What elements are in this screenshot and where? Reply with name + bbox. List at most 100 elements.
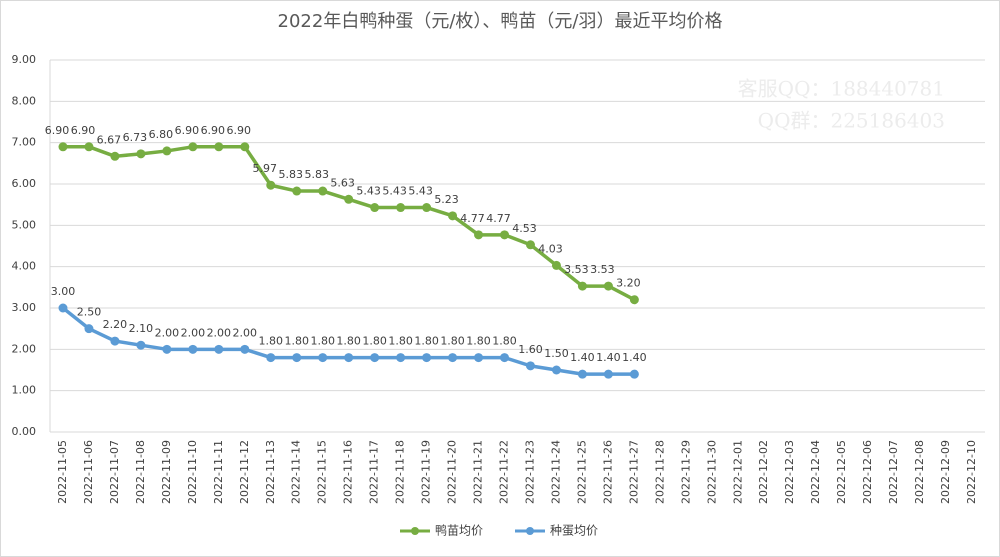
- data-label: 5.23: [434, 193, 459, 206]
- x-tick-label: 2022-11-24: [549, 440, 562, 504]
- data-label: 1.40: [570, 351, 595, 364]
- point: [188, 142, 198, 152]
- data-label: 6.90: [45, 124, 70, 137]
- point: [110, 336, 120, 346]
- point: [474, 230, 484, 240]
- point: [448, 211, 458, 221]
- x-tick-label: 2022-11-13: [264, 440, 277, 504]
- data-label: 1.80: [414, 335, 439, 348]
- y-tick-label: 4.00: [12, 260, 37, 273]
- data-label: 6.90: [175, 124, 200, 137]
- point: [396, 353, 406, 363]
- data-label: 4.77: [460, 212, 485, 225]
- x-tick-label: 2022-12-05: [835, 440, 848, 504]
- x-tick-label: 2022-11-14: [290, 440, 303, 504]
- point: [500, 230, 510, 240]
- x-tick-label: 2022-11-25: [575, 440, 588, 504]
- x-tick-label: 2022-11-17: [368, 440, 381, 504]
- y-tick-label: 2.00: [12, 342, 37, 355]
- x-tick-label: 2022-11-06: [82, 440, 95, 504]
- point: [214, 344, 224, 354]
- watermark: QQ群：225186403: [758, 109, 945, 133]
- y-tick-label: 8.00: [12, 94, 37, 107]
- x-tick-label: 2022-12-09: [939, 440, 952, 504]
- data-label: 1.80: [336, 335, 361, 348]
- data-label: 3.00: [51, 285, 76, 298]
- data-label: 5.43: [408, 185, 433, 198]
- point: [110, 151, 120, 161]
- data-label: 5.63: [330, 176, 355, 189]
- data-label: 2.20: [103, 318, 128, 331]
- data-label: 5.83: [278, 168, 303, 181]
- point: [162, 344, 172, 354]
- y-tick-label: 3.00: [12, 301, 37, 314]
- x-tick-label: 2022-11-18: [394, 440, 407, 504]
- data-label: 2.10: [129, 322, 154, 335]
- data-label: 2.00: [207, 326, 232, 339]
- point: [448, 353, 458, 363]
- point: [500, 353, 510, 363]
- data-label: 6.90: [201, 124, 226, 137]
- x-tick-label: 2022-12-10: [965, 440, 978, 504]
- point: [422, 353, 432, 363]
- data-label: 1.80: [259, 335, 284, 348]
- point: [266, 353, 276, 363]
- point: [629, 369, 639, 379]
- point: [84, 142, 94, 152]
- data-label: 6.80: [149, 128, 174, 141]
- y-tick-label: 1.00: [12, 384, 37, 397]
- x-tick-label: 2022-11-11: [212, 440, 225, 504]
- x-tick-label: 2022-12-01: [731, 440, 744, 504]
- point: [58, 142, 68, 152]
- point: [370, 353, 380, 363]
- data-label: 1.80: [362, 335, 387, 348]
- data-label: 5.97: [253, 162, 278, 175]
- data-label: 4.77: [486, 212, 511, 225]
- point: [577, 281, 587, 291]
- x-tick-label: 2022-11-21: [472, 440, 485, 504]
- point: [370, 203, 380, 213]
- legend-marker: [526, 527, 534, 535]
- point: [136, 149, 146, 159]
- data-label: 1.80: [466, 335, 491, 348]
- data-label: 3.53: [564, 263, 589, 276]
- data-label: 1.50: [544, 347, 569, 360]
- point: [525, 240, 535, 250]
- data-label: 2.00: [155, 326, 180, 339]
- x-tick-label: 2022-12-04: [809, 440, 822, 504]
- data-label: 5.43: [382, 185, 407, 198]
- data-label: 1.40: [596, 351, 621, 364]
- point: [474, 353, 484, 363]
- point: [58, 303, 68, 313]
- x-tick-label: 2022-11-26: [601, 440, 614, 504]
- point: [396, 203, 406, 213]
- data-label: 5.83: [304, 168, 329, 181]
- y-tick-label: 7.00: [12, 136, 37, 149]
- data-label: 1.60: [518, 343, 543, 356]
- data-label: 2.50: [77, 306, 102, 319]
- point: [162, 146, 172, 156]
- data-label: 4.03: [538, 242, 563, 255]
- x-tick-label: 2022-11-19: [420, 440, 433, 504]
- data-label: 1.80: [440, 335, 465, 348]
- data-label: 3.53: [590, 263, 615, 276]
- data-label: 5.43: [356, 185, 381, 198]
- point: [344, 194, 354, 204]
- point: [292, 186, 302, 196]
- data-label: 6.67: [97, 133, 122, 146]
- point: [603, 281, 613, 291]
- x-tick-label: 2022-11-27: [627, 440, 640, 504]
- y-tick-label: 5.00: [12, 218, 37, 231]
- point: [318, 353, 328, 363]
- point: [136, 340, 146, 350]
- x-tick-label: 2022-11-05: [56, 440, 69, 504]
- point: [188, 344, 198, 354]
- data-label: 1.80: [388, 335, 413, 348]
- point: [214, 142, 224, 152]
- point: [344, 353, 354, 363]
- legend-label: 鸭苗均价: [435, 524, 483, 538]
- data-label: 6.90: [227, 124, 252, 137]
- point: [292, 353, 302, 363]
